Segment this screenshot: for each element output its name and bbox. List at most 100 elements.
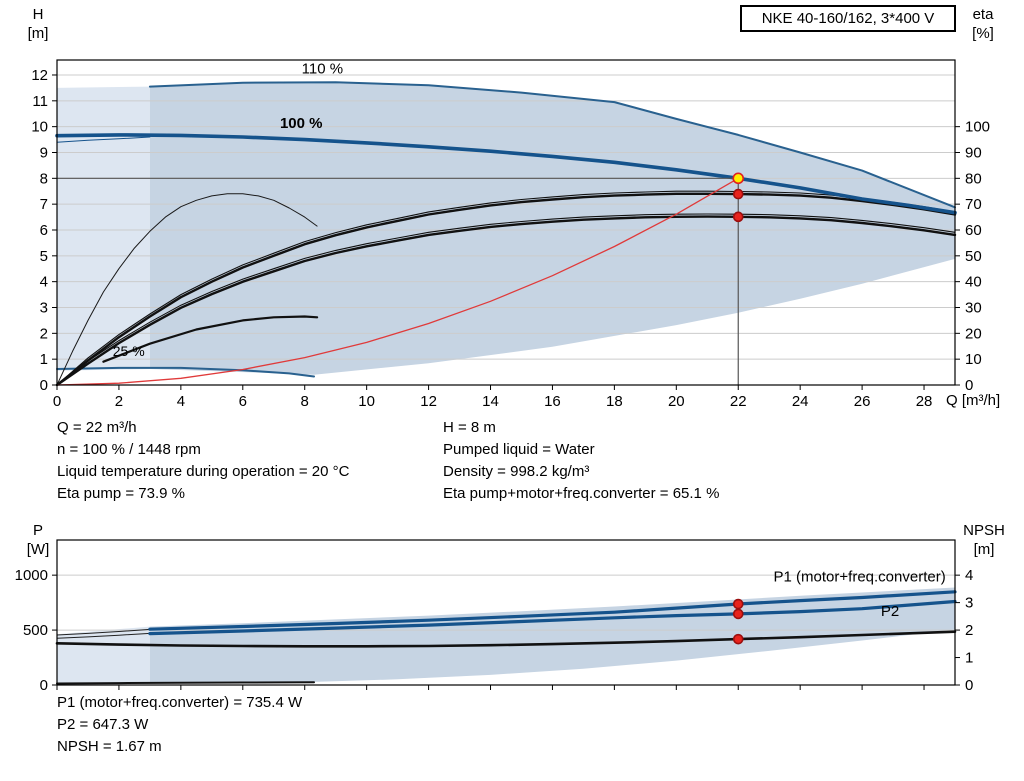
y-left-tick-label: 0 [40,677,48,694]
info-p2: P2 = 647.3 W [57,716,149,733]
x-tick-label: 20 [668,393,685,410]
h-axis-label: H [m] [16,5,60,43]
x-tick-label: 2 [115,393,123,410]
curve-label: 110 % [302,61,343,78]
pump-title-box: NKE 40-160/162, 3*400 V [740,5,956,32]
y-left-tick-label: 4 [40,274,48,291]
y-left-tick-label: 7 [40,196,48,213]
npsh-axis-label-symbol: NPSH [963,522,1005,539]
p-axis-label-symbol: P [32,522,43,539]
x-tick-label: 18 [606,393,623,410]
y-right-tick-label: 2 [965,622,973,639]
eta-curve-small [102,315,319,363]
eta-pump-point [732,188,744,200]
p2-point [732,608,744,620]
y-right-tick-label: 30 [965,299,982,316]
npsh-curve [55,630,957,648]
y-right-tick-label: 10 [965,351,982,368]
y-right-tick-label: 50 [965,248,982,265]
info-speed: n = 100 % / 1448 rpm [57,441,201,458]
y-right-tick-label: 100 [965,119,990,136]
h-axis-label-unit: [m] [27,25,49,42]
y-right-tick-label: 40 [965,274,982,291]
affinity-parabola [56,177,739,386]
y-right-tick-label: 60 [965,222,982,239]
y-left-tick-label: 5 [40,248,48,265]
info-head: H = 8 m [443,419,496,436]
p-axis-label-unit: [W] [26,541,50,558]
speed-curve-100pct-thin [56,136,151,143]
curve-label: 100 % [280,115,323,132]
npsh-axis-label: NPSH [m] [956,521,1012,559]
y-left-tick-label: 10 [31,119,48,136]
x-tick-label: 12 [420,393,437,410]
p1-point [732,598,744,610]
x-tick-label: 6 [239,393,247,410]
curve-label: P1 (motor+freq.converter) [774,569,946,586]
y-right-tick-label: 20 [965,325,982,342]
y-right-tick-label: 1 [965,650,973,667]
info-q: Q = 22 m³/h [57,419,137,436]
y-left-tick-label: 12 [31,67,48,84]
qh-chart: 0 2 4 6 8 10 12 14 16 18 20 22 24 26 28012345678910111… [31,59,990,410]
x-tick-label: 16 [544,393,561,410]
speed-curve-100pct [55,133,957,215]
y-right-tick-label: 4 [965,567,973,584]
power-npsh-chart: 0 500 1000 0 1 2 3 4 P1 (motor+freq.converter) P2 [15,539,973,694]
eta-pump [55,192,957,387]
h-axis-label-symbol: H [32,6,44,23]
low-flow-band [57,626,150,684]
npsh-point [732,633,744,645]
info-eta-total: Eta pump+motor+freq.converter = 65.1 % [443,485,720,502]
y-right-tick-label: 90 [965,144,982,161]
eta-pump-thin [56,190,956,386]
eta-axis-label-symbol: eta [972,6,994,23]
y-left-tick-label: 11 [32,93,48,110]
p-axis-label: P [W] [16,521,60,559]
y-right-tick-label: 0 [965,377,973,394]
p-curve-25pct [56,681,315,685]
y-right-tick-label: 3 [965,595,973,612]
info-p1: P1 (motor+freq.converter) = 735.4 W [57,694,303,711]
x-tick-label: 4 [177,393,185,410]
eta-total-point [732,211,744,223]
y-left-tick-label: 3 [40,299,48,316]
y-left-tick-label: 8 [40,170,48,187]
operating-envelope [149,82,955,375]
eta-axis-label: eta [%] [960,5,1006,43]
y-right-tick-label: 80 [965,170,982,187]
plot-border [56,539,956,686]
operating-data-left-column: Q = 22 m³/h n = 100 % / 1448 rpm Liquid … [57,419,349,507]
eta-axis-label-unit: [%] [972,25,994,42]
x-tick-label: 24 [792,393,809,410]
p-line-b [56,632,151,639]
y-left-tick-label: 2 [40,325,48,342]
p-line-a [56,628,151,636]
x-tick-label: 8 [301,393,309,410]
x-tick-label: 28 [916,393,933,410]
info-density: Density = 998.2 kg/m³ [443,463,590,480]
y-left-tick-label: 6 [40,222,48,239]
curve-label: P2 [881,603,899,620]
info-pumped-liquid: Pumped liquid = Water [443,441,595,458]
y-left-tick-label: 1 [40,351,48,368]
speed-curve-25pct [56,366,315,378]
curve-label: 25 % [113,343,145,359]
info-liquid-temperature: Liquid temperature during operation = 20… [57,463,350,480]
plot-border [56,59,956,386]
y-left-tick-label: 1000 [15,567,48,584]
x-tick-label: 22 [730,393,747,410]
y-left-tick-label: 500 [23,622,48,639]
eta-curve-low-speed [56,193,318,386]
p1-curve [148,590,957,631]
y-left-tick-label: 9 [40,144,48,161]
low-flow-band [57,86,150,371]
power-envelope [149,587,955,683]
x-tick-label: 10 [358,393,375,410]
duty-point [732,172,745,185]
npsh-axis-label-unit: [m] [973,541,995,558]
x-tick-label: 0 [53,393,61,410]
operating-data-right-column: H = 8 m Pumped liquid = Water Density = … [443,419,719,507]
y-left-tick-label: 0 [40,377,48,394]
